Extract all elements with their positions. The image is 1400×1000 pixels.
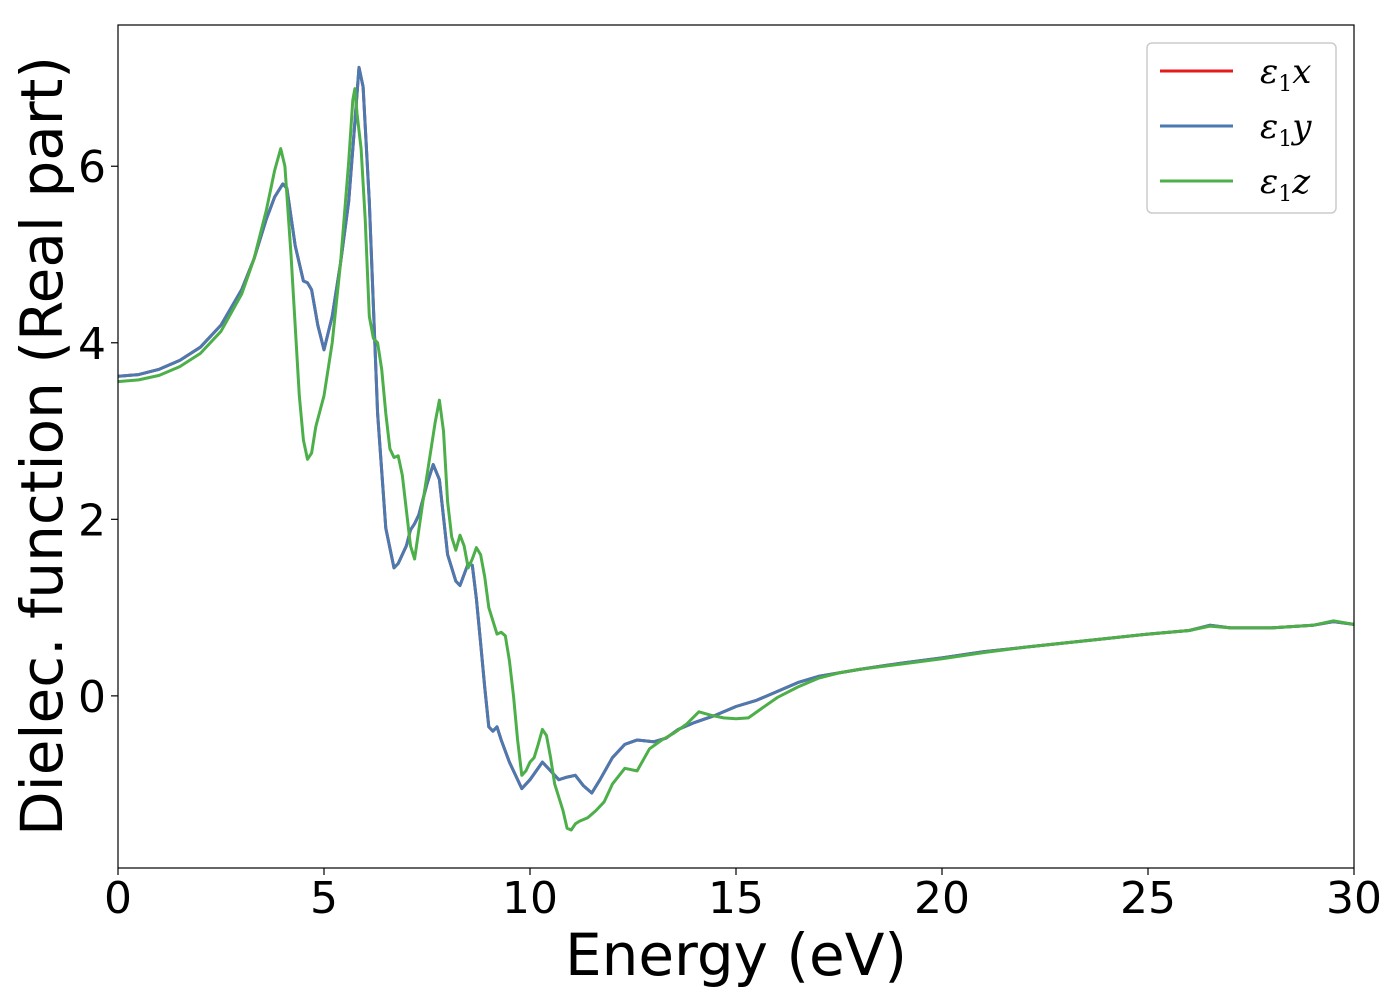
legend-label-x: ε1x (1260, 52, 1311, 97)
legend: ε1x ε1y ε1z (1146, 42, 1337, 214)
y-tick-label: 6 (78, 142, 106, 193)
legend-label-z: ε1z (1260, 162, 1311, 207)
series-line-z (117, 87, 1355, 832)
x-tick-label: 10 (502, 873, 558, 924)
x-axis-ticks: 0 5 10 15 20 25 30 (104, 868, 1382, 924)
x-axis-label: Energy (eV) (565, 921, 907, 989)
y-tick-label: 0 (78, 672, 106, 723)
series-layer (117, 65, 1355, 832)
x-tick-label: 20 (914, 873, 970, 924)
x-tick-label: 15 (708, 873, 764, 924)
x-tick-label: 30 (1326, 873, 1382, 924)
x-tick-label: 5 (310, 873, 338, 924)
y-tick-label: 2 (78, 495, 106, 546)
y-axis-ticks: 0 2 4 6 (78, 142, 118, 723)
y-axis-label: Dielec. function (Real part) (8, 56, 76, 836)
x-tick-label: 0 (104, 873, 132, 924)
y-tick-label: 4 (78, 319, 106, 370)
x-tick-label: 25 (1120, 873, 1176, 924)
legend-box (1146, 42, 1337, 214)
legend-label-y: ε1y (1260, 107, 1312, 152)
